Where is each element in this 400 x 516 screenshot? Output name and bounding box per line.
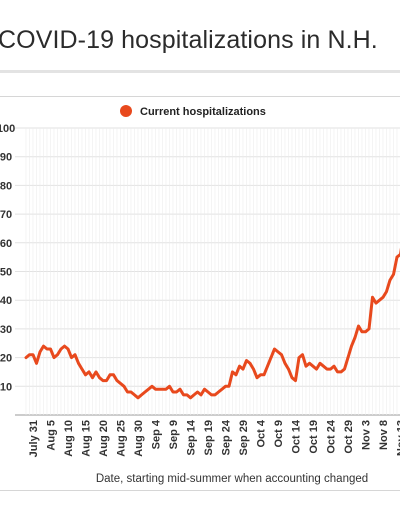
y-tick-label: 40 <box>0 295 12 307</box>
series-line-current-hospitalizations <box>24 247 400 400</box>
x-tick-label: Oct 14 <box>291 419 303 454</box>
x-tick-label: July 31 <box>28 420 40 457</box>
x-axis-label: Date, starting mid-summer when accountin… <box>96 473 368 485</box>
x-tick-label: Aug 25 <box>116 420 128 457</box>
y-tick-label: 50 <box>0 267 12 279</box>
x-tick-label: Sep 14 <box>186 419 198 455</box>
grid-lines <box>15 127 400 416</box>
title-divider <box>0 70 400 73</box>
x-tick-label: Aug 30 <box>133 420 145 457</box>
y-tick-label: 80 <box>0 180 12 192</box>
y-tick-label: 100 <box>0 123 15 135</box>
x-tick-label: Sep 4 <box>151 419 163 449</box>
x-tick-label: Nov 3 <box>361 420 373 450</box>
x-tick-label: Aug 20 <box>98 420 110 457</box>
x-tick-label: Aug 5 <box>46 420 58 451</box>
x-axis-ticks: July 31 Aug 5 Aug 10 Aug 15 Aug 20 Aug 25 Aug … <box>28 419 400 457</box>
legend-marker <box>120 105 132 117</box>
x-tick-label: Sep 29 <box>238 420 250 455</box>
y-axis-ticks: 100 90 80 70 60 50 40 30 20 10 <box>0 123 15 393</box>
legend: Current hospitalizations <box>120 105 266 118</box>
x-tick-label: Oct 4 <box>256 419 268 447</box>
x-tick-label: Aug 10 <box>63 420 75 457</box>
x-tick-label: Oct 9 <box>273 420 285 448</box>
x-tick-label: Sep 24 <box>221 419 233 455</box>
x-tick-label: Oct 24 <box>326 419 338 454</box>
legend-label: Current hospitalizations <box>140 106 266 118</box>
x-tick-label: Oct 19 <box>308 420 320 454</box>
y-tick-label: 20 <box>0 353 12 365</box>
y-tick-label: 60 <box>0 238 12 250</box>
x-tick-label: Sep 19 <box>203 420 215 455</box>
x-tick-label: Sep 9 <box>168 420 180 449</box>
y-tick-label: 90 <box>0 152 12 164</box>
x-tick-label: Nov 13 <box>396 420 400 456</box>
x-tick-label: Oct 29 <box>343 420 355 454</box>
x-tick-label: Aug 15 <box>81 420 93 457</box>
page-title: COVID-19 hospitalizations in N.H. <box>0 26 378 54</box>
y-tick-label: 30 <box>0 324 12 336</box>
y-tick-label: 70 <box>0 209 12 221</box>
y-tick-label: 10 <box>0 381 12 393</box>
x-tick-label: Nov 8 <box>378 420 390 450</box>
series-layer <box>24 247 400 400</box>
chart-frame <box>0 96 400 491</box>
